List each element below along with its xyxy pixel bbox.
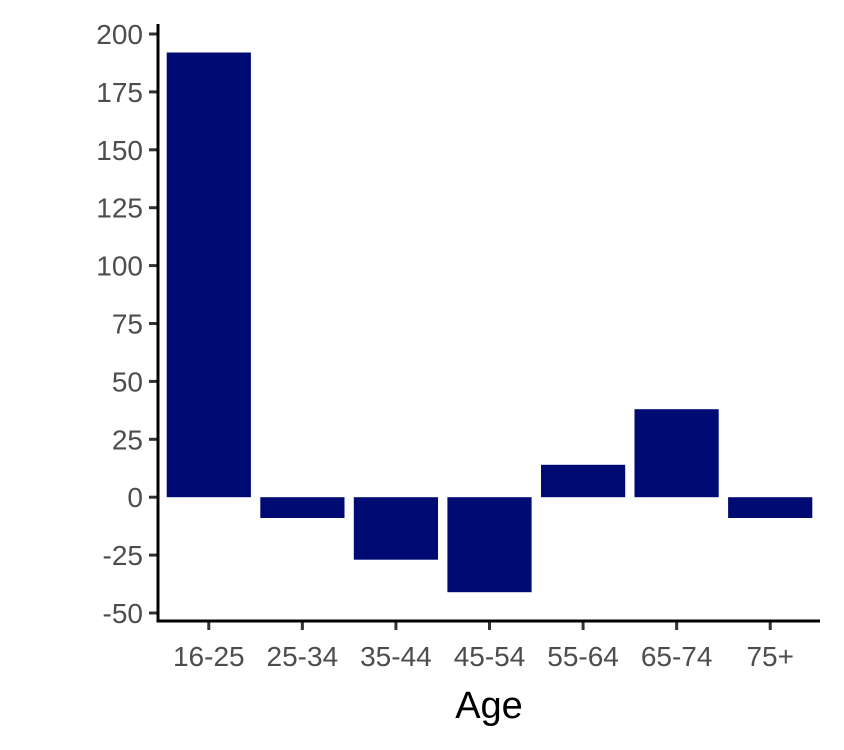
- bar-55-64: [541, 464, 626, 498]
- x-tick-label: 35-44: [360, 641, 432, 672]
- y-tick-label: 175: [96, 77, 143, 108]
- y-axis-ticks: -50 -25 0 25 50 75 100 125 150 175 200: [96, 19, 157, 629]
- y-tick-label: 0: [127, 482, 143, 513]
- x-tick-label: 25-34: [267, 641, 339, 672]
- x-tick-label: 75+: [746, 641, 794, 672]
- y-tick-label: 50: [112, 366, 143, 397]
- x-axis-title: Age: [455, 685, 523, 727]
- bar-65-74: [634, 409, 719, 498]
- bars-group: [166, 52, 813, 593]
- y-tick-label: 100: [96, 251, 143, 282]
- y-tick-label: -50: [103, 598, 143, 629]
- x-tick-label: 45-54: [454, 641, 526, 672]
- x-tick-label: 65-74: [641, 641, 713, 672]
- bar-25-34: [260, 497, 345, 518]
- bar-35-44: [353, 497, 438, 560]
- y-tick-label: 200: [96, 19, 143, 50]
- y-tick-label: 150: [96, 135, 143, 166]
- y-tick-label: 25: [112, 424, 143, 455]
- bar-75+: [728, 497, 813, 518]
- y-tick-label: -25: [103, 540, 143, 571]
- y-tick-label: 125: [96, 193, 143, 224]
- bar-45-54: [447, 497, 532, 593]
- x-tick-label: 16-25: [173, 641, 245, 672]
- x-tick-label: 55-64: [547, 641, 619, 672]
- bar-16-25: [166, 52, 251, 498]
- x-axis-ticks: 16-25 25-34 35-44 45-54 55-64 65-74 75+: [173, 622, 794, 672]
- y-tick-label: 75: [112, 309, 143, 340]
